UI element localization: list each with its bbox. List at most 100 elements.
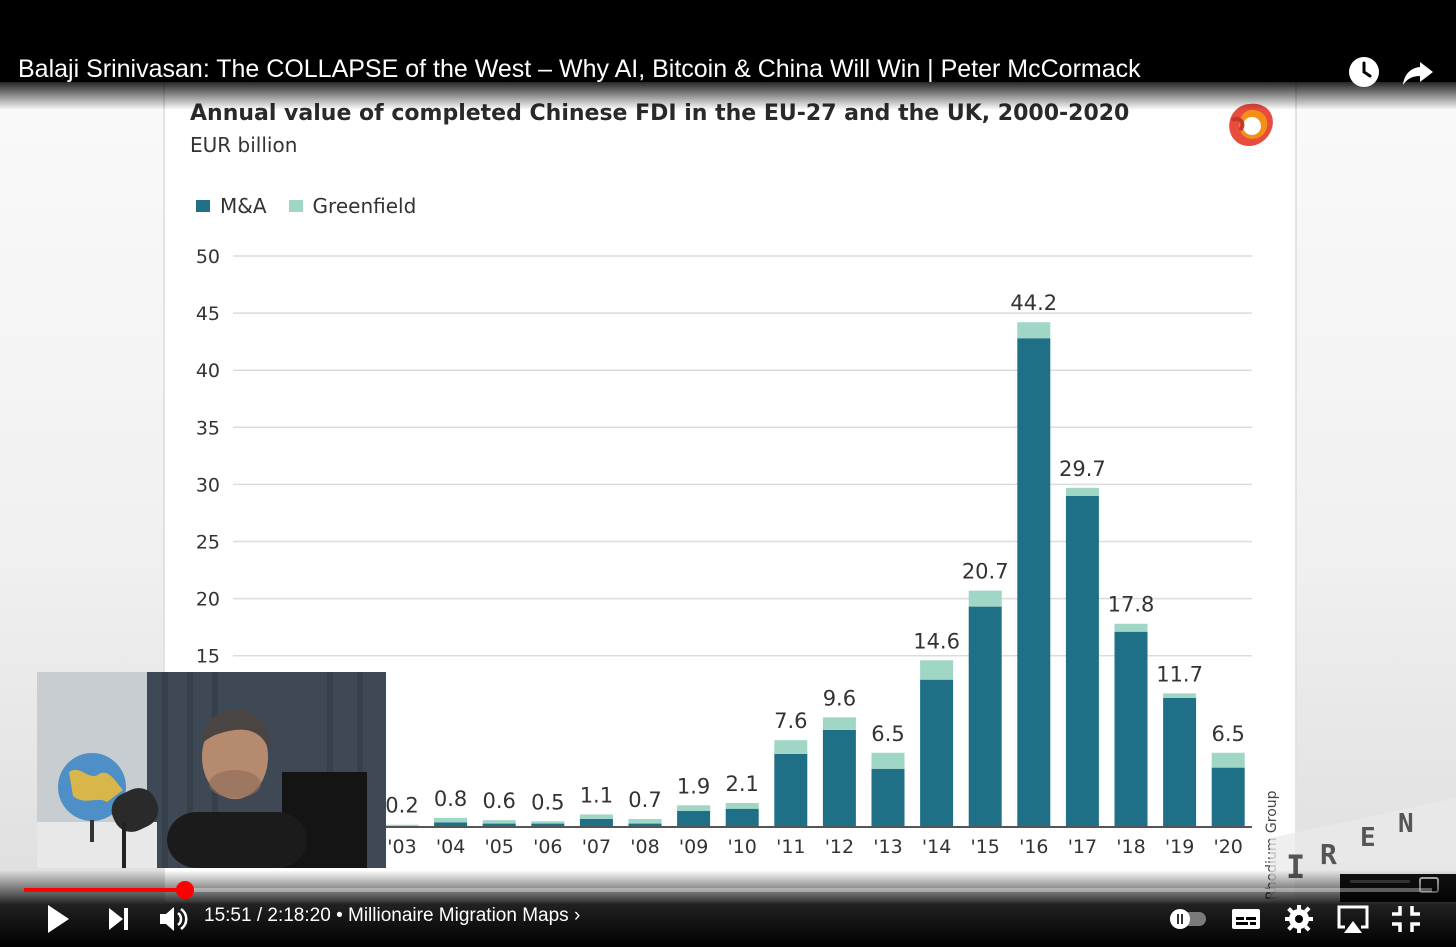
data-label: 1.9 [677, 774, 710, 798]
chapter-title[interactable]: • Millionaire Migration Maps › [336, 905, 581, 926]
data-label: 0.2 [385, 794, 418, 818]
bar-greenfield [1017, 322, 1051, 339]
bottom-overlay [0, 870, 1456, 947]
play-icon[interactable] [44, 902, 72, 936]
x-tick-label: '07 [582, 836, 611, 858]
data-label: 6.5 [1211, 722, 1244, 746]
legend-swatch-ma [196, 200, 210, 212]
y-tick-label: 15 [196, 646, 220, 668]
player-controls: 15:51 / 2:18:20 • Millionaire Migration … [0, 896, 1456, 944]
x-tick-label: '04 [436, 836, 465, 858]
legend-label-ma: M&A [220, 194, 267, 218]
volume-icon[interactable] [158, 902, 188, 936]
legend-swatch-greenfield [288, 200, 303, 212]
watermark-letter-3: E [1360, 823, 1376, 853]
bar-ma [1065, 495, 1099, 827]
webcam-overlay [37, 672, 386, 868]
y-tick-label: 45 [196, 303, 220, 325]
time-display: 15:51 / 2:18:20 • Millionaire Migration … [204, 905, 580, 927]
clock-icon[interactable] [1346, 54, 1382, 90]
airplay-icon[interactable] [1336, 902, 1370, 936]
x-tick-label: '12 [825, 836, 854, 858]
bar-greenfield [725, 803, 759, 809]
share-icon[interactable] [1400, 54, 1436, 90]
data-label: 1.1 [580, 783, 613, 807]
bar-greenfield [968, 590, 1002, 607]
x-tick-label: '20 [1213, 836, 1242, 858]
x-tick-label: '15 [970, 836, 999, 858]
bar-greenfield [920, 660, 954, 680]
autoplay-toggle-icon[interactable] [1168, 906, 1210, 930]
bar-greenfield [871, 752, 905, 769]
bar-ma [1163, 697, 1197, 827]
progress-track[interactable] [24, 888, 1432, 892]
x-tick-label: '18 [1116, 836, 1145, 858]
bar-ma [1017, 338, 1051, 827]
watermark-letter-2: R [1320, 838, 1337, 871]
data-label: 0.6 [482, 789, 515, 813]
bar-greenfield [434, 817, 468, 823]
bar-greenfield [1114, 623, 1148, 632]
data-label: 0.5 [531, 790, 564, 814]
bar-greenfield [822, 717, 856, 730]
legend-label-greenfield: Greenfield [312, 194, 417, 218]
x-tick-label: '13 [873, 836, 902, 858]
x-tick-label: '16 [1019, 836, 1048, 858]
bar-ma [920, 679, 954, 827]
bar-ma [677, 811, 711, 827]
bar-ma [871, 768, 905, 827]
y-tick-label: 35 [196, 417, 220, 439]
x-tick-label: '10 [727, 836, 756, 858]
progress-fill [24, 888, 186, 892]
watermark-letter-4: N [1398, 809, 1414, 839]
top-overlay [0, 0, 1456, 110]
bar-ma [628, 823, 662, 827]
exit-fullscreen-icon[interactable] [1390, 902, 1422, 936]
y-tick-label: 50 [196, 246, 220, 268]
bar-ma [434, 822, 468, 827]
bar-ma [725, 808, 759, 827]
chart-subtitle: EUR billion [190, 133, 298, 157]
bar-ma [531, 823, 565, 827]
x-tick-label: '05 [484, 836, 513, 858]
webcam-scene [37, 672, 386, 868]
bar-greenfield [385, 824, 419, 826]
data-label: 0.7 [628, 788, 661, 812]
bar-ma [1211, 767, 1245, 827]
x-tick-label: '03 [387, 836, 416, 858]
legend-item-ma: M&A [196, 194, 267, 218]
bar-greenfield [1065, 487, 1099, 496]
x-tick-label: '17 [1068, 836, 1097, 858]
y-tick-label: 30 [196, 474, 220, 496]
bar-greenfield [677, 805, 711, 812]
y-tick-label: 25 [196, 532, 220, 554]
bar-greenfield [531, 821, 565, 824]
bar-ma [822, 729, 856, 827]
bar-ma [1114, 631, 1148, 827]
data-label: 7.6 [774, 709, 807, 733]
legend-item-greenfield: Greenfield [288, 194, 417, 218]
x-tick-label: '19 [1165, 836, 1194, 858]
bar-ma [774, 753, 808, 827]
progress-thumb[interactable] [176, 881, 195, 899]
subtitles-icon[interactable] [1230, 902, 1262, 936]
y-tick-label: 40 [196, 360, 220, 382]
next-icon[interactable] [106, 902, 132, 936]
bar-ma [482, 823, 516, 827]
bar-ma [579, 819, 613, 827]
x-tick-label: '14 [922, 836, 951, 858]
video-title[interactable]: Balaji Srinivasan: The COLLAPSE of the W… [18, 55, 1141, 83]
rhodium-logo-icon [1229, 103, 1273, 147]
data-label: 14.6 [913, 629, 960, 653]
x-tick-label: '08 [630, 836, 659, 858]
bar-greenfield [579, 814, 613, 820]
data-label: 6.5 [871, 722, 904, 746]
data-label: 9.6 [823, 686, 856, 710]
chart-legend: M&A Greenfield [196, 194, 438, 218]
data-label: 44.2 [1010, 291, 1057, 315]
gear-icon[interactable] [1284, 902, 1314, 936]
data-label: 0.8 [434, 787, 467, 811]
bar-greenfield [1163, 693, 1197, 698]
x-tick-label: '06 [533, 836, 562, 858]
